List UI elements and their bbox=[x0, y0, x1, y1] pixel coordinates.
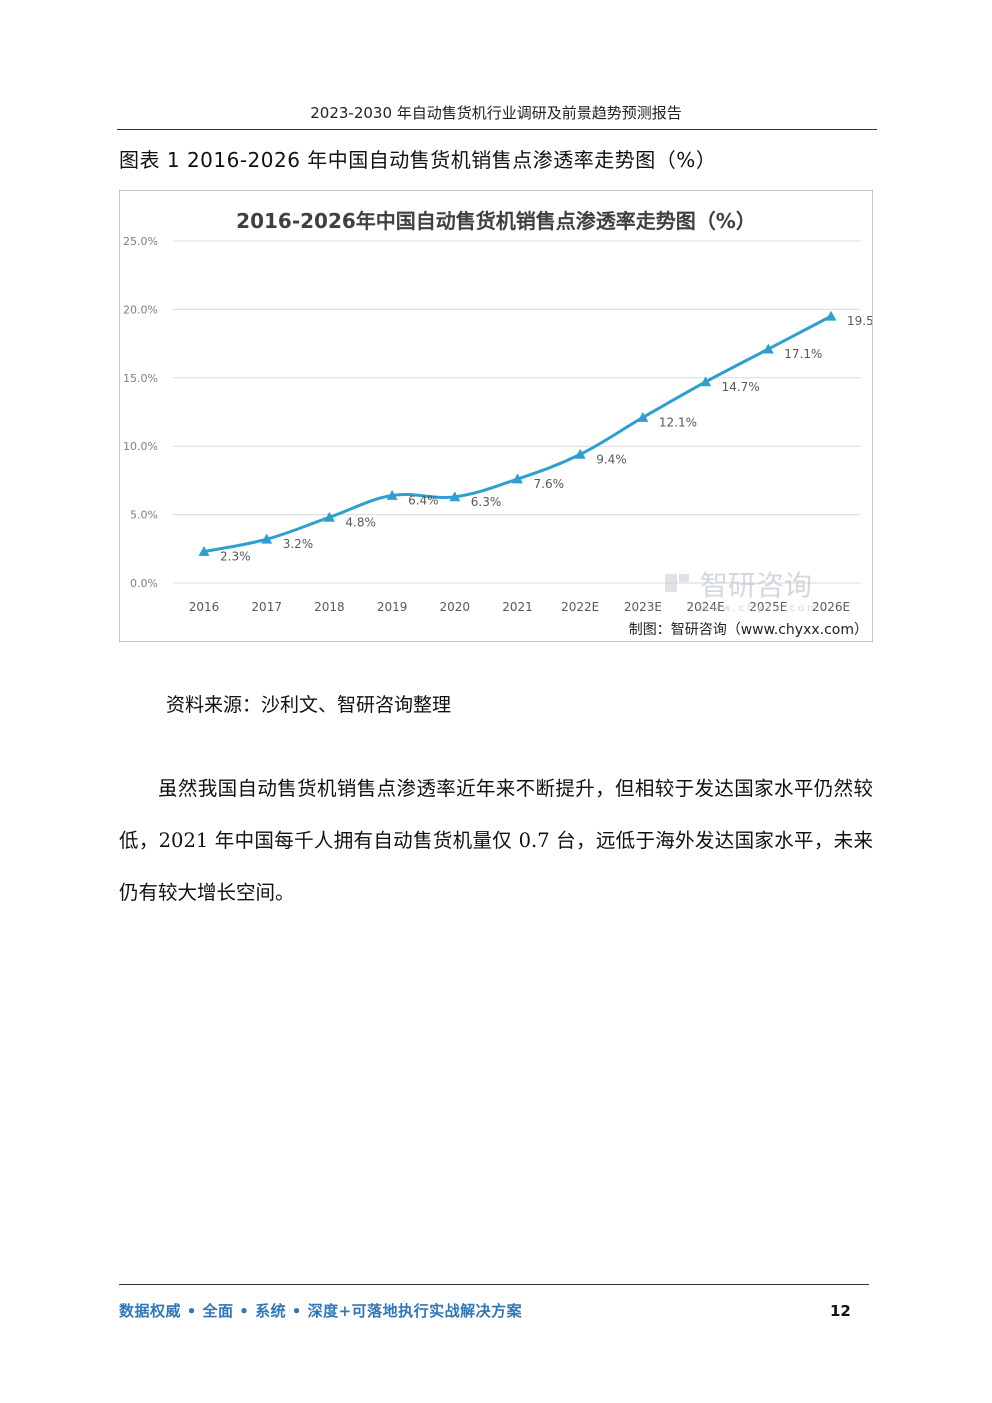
data-label: 14.7% bbox=[722, 380, 760, 394]
data-label: 6.4% bbox=[408, 493, 439, 507]
y-tick-label: 10.0% bbox=[123, 440, 158, 453]
y-axis-ticks: 0.0% 5.0% 10.0% 15.0% 20.0% 25.0% bbox=[123, 235, 158, 590]
watermark-url: www.chyxx.com bbox=[700, 603, 820, 614]
watermark-logo-icon-part bbox=[679, 574, 689, 582]
x-tick-label: 2024E bbox=[687, 600, 725, 614]
data-point-marker bbox=[198, 546, 210, 556]
header-divider bbox=[117, 129, 877, 130]
x-tick-label: 2020 bbox=[440, 600, 471, 614]
x-tick-label: 2016 bbox=[189, 600, 220, 614]
source-note: 资料来源：沙利文、智研咨询整理 bbox=[166, 694, 452, 716]
x-tick-label: 2023E bbox=[624, 600, 662, 614]
data-label: 6.3% bbox=[471, 495, 502, 509]
y-tick-label: 5.0% bbox=[130, 509, 158, 522]
data-label: 9.4% bbox=[596, 452, 627, 466]
data-point-marker bbox=[825, 310, 837, 321]
line-chart: 2016-2026年中国自动售货机销售点渗透率走势图（%） 0.0% 5.0% 10… bbox=[123, 209, 872, 638]
series-markers bbox=[198, 310, 837, 556]
y-tick-label: 25.0% bbox=[123, 235, 158, 248]
data-point-marker bbox=[261, 533, 273, 544]
data-label: 4.8% bbox=[345, 515, 376, 529]
figure-caption: 图表 1 2016-2026 年中国自动售货机销售点渗透率走势图（%） bbox=[119, 148, 717, 172]
data-labels: 2.3% 3.2% 4.8% 6.4% 6.3% 7.6% 9.4% 12.1% 14.7% 17… bbox=[220, 314, 872, 563]
data-label: 2.3% bbox=[220, 550, 251, 564]
series-line bbox=[202, 314, 833, 554]
x-axis-ticks: 2016 2017 2018 2019 2020 2021 2022E 2023E 2024E 2… bbox=[189, 600, 850, 614]
x-tick-label: 2022E bbox=[561, 600, 599, 614]
chart-gridlines bbox=[173, 240, 860, 584]
y-tick-label: 20.0% bbox=[123, 303, 158, 316]
data-label: 19.5% bbox=[847, 314, 872, 328]
data-point-marker bbox=[762, 343, 774, 354]
page-number: 12 bbox=[830, 1302, 851, 1320]
watermark-text: 智研咨询 bbox=[700, 569, 812, 602]
x-tick-label: 2026E bbox=[812, 600, 850, 614]
y-tick-label: 0.0% bbox=[130, 577, 158, 590]
watermark-logo-icon bbox=[665, 574, 677, 592]
footer-tagline: 数据权威 • 全面 • 系统 • 深度+可落地执行实战解决方案 bbox=[119, 1302, 523, 1320]
body-paragraph: 虽然我国自动售货机销售点渗透率近年来不断提升，但相较于发达国家水平仍然较低，20… bbox=[119, 777, 873, 904]
x-tick-label: 2019 bbox=[377, 600, 408, 614]
data-point-marker bbox=[512, 473, 523, 484]
x-tick-label: 2018 bbox=[314, 600, 345, 614]
data-label: 3.2% bbox=[283, 537, 314, 551]
data-point-marker bbox=[386, 489, 398, 500]
data-point-marker bbox=[323, 511, 335, 522]
x-tick-label: 2025E bbox=[749, 600, 787, 614]
y-tick-label: 15.0% bbox=[123, 372, 158, 385]
data-point-marker bbox=[700, 376, 712, 387]
chart-title: 2016-2026年中国自动售货机销售点渗透率走势图（%） bbox=[236, 209, 756, 233]
data-point-marker bbox=[637, 411, 649, 422]
data-point-marker bbox=[574, 448, 586, 459]
data-point-marker bbox=[449, 491, 461, 502]
running-header: 2023-2030 年自动售货机行业调研及前景趋势预测报告 bbox=[310, 104, 682, 122]
x-tick-label: 2021 bbox=[502, 600, 533, 614]
chart-frame: 2016-2026年中国自动售货机销售点渗透率走势图（%） 0.0% 5.0% 10… bbox=[119, 190, 873, 642]
data-label: 17.1% bbox=[784, 347, 822, 361]
watermark: 智研咨询 www.chyxx.com bbox=[665, 569, 820, 614]
footer-divider bbox=[119, 1284, 869, 1285]
data-label: 12.1% bbox=[659, 415, 697, 429]
chart-credit: 制图：智研咨询（www.chyxx.com） bbox=[629, 622, 868, 638]
data-label: 7.6% bbox=[534, 477, 565, 491]
x-tick-label: 2017 bbox=[251, 600, 282, 614]
